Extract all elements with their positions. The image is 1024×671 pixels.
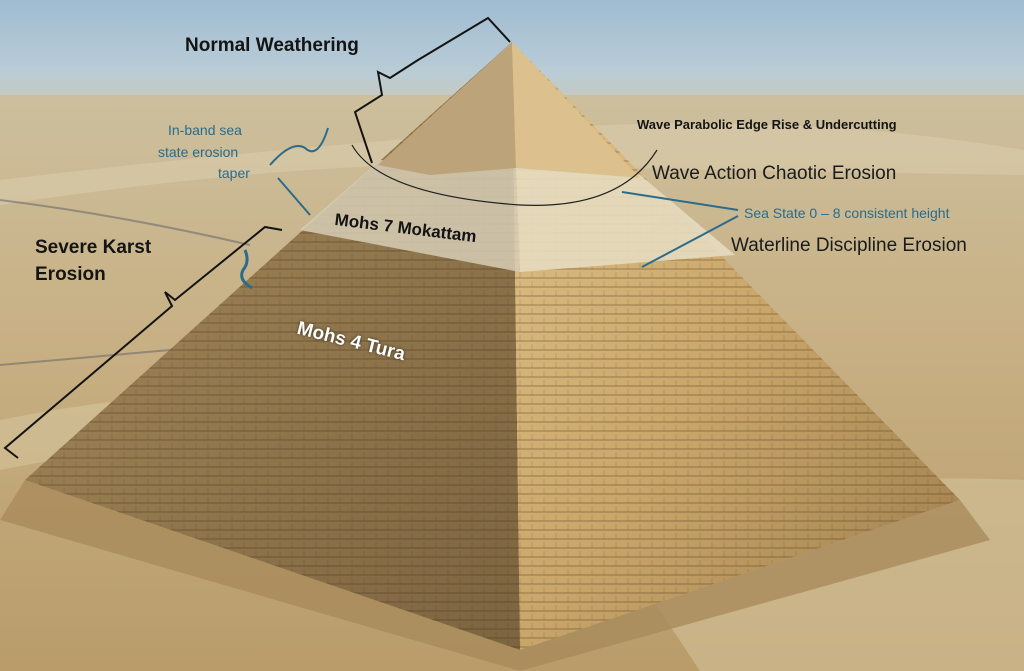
severe-karst-label-line2: Erosion bbox=[35, 264, 106, 285]
sea-state-line-top bbox=[621, 191, 739, 211]
in-band-label-line3: taper bbox=[218, 165, 250, 181]
severe-karst-label-line1: Severe Karst bbox=[35, 237, 152, 258]
wave-action-label: Wave Action Chaotic Erosion bbox=[652, 163, 897, 184]
casing-cap-right bbox=[512, 42, 640, 178]
in-band-squiggle bbox=[269, 127, 329, 166]
sea-state-label: Sea State 0 – 8 consistent height bbox=[744, 205, 950, 221]
sea-state-line-bottom bbox=[641, 215, 739, 268]
mokattam-band-left bbox=[300, 160, 520, 272]
severe-karst-bracket bbox=[3, 225, 283, 459]
waterline-label: Waterline Discipline Erosion bbox=[731, 235, 967, 256]
normal-weathering-bracket bbox=[353, 16, 511, 164]
in-band-arrow bbox=[277, 177, 311, 216]
normal-weathering-label: Normal Weathering bbox=[185, 35, 359, 56]
in-band-label-line1: In-band sea bbox=[168, 122, 242, 138]
casing-cap-left bbox=[378, 42, 516, 175]
wave-parabolic-label: Wave Parabolic Edge Rise & Undercutting bbox=[637, 117, 897, 132]
karst-squiggle bbox=[240, 249, 253, 290]
parabolic-arc bbox=[351, 144, 658, 206]
in-band-label-line2: state erosion bbox=[158, 144, 239, 160]
